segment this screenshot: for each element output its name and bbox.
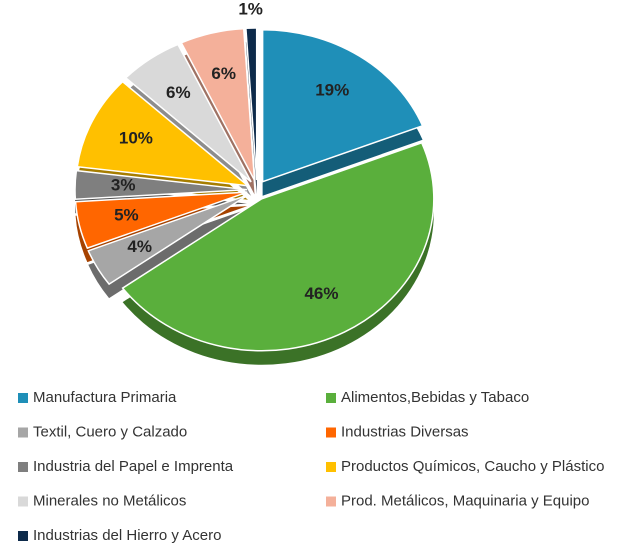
legend-swatch [326,496,336,507]
data-label: 10% [119,129,153,148]
slice [121,141,435,352]
data-label: 4% [127,237,152,256]
legend-label: Alimentos,Bebidas y Tabaco [341,389,529,406]
slice [245,27,258,181]
legend-label: Manufactura Primaria [33,389,177,406]
slice [76,80,251,187]
slice [87,194,249,286]
data-label: 46% [304,284,338,303]
legend-swatch [18,531,28,541]
data-label: 6% [211,64,236,83]
legend-label: Industrias Diversas [341,423,469,440]
legend-label: Textil, Cuero y Calzado [33,423,187,440]
slice [74,191,248,250]
slice [180,27,256,181]
slice [124,43,252,183]
legend-swatch [326,393,336,403]
data-label: 19% [315,81,349,100]
data-label: 5% [114,206,139,225]
legend-label: Productos Químicos, Caucho y Plástico [341,458,604,475]
slice [74,169,248,201]
legend-swatch [18,427,28,438]
slice [261,28,424,183]
data-label: 1% [238,0,263,18]
legend-label: Prod. Metálicos, Maquinaria y Equipo [341,492,589,509]
legend-label: Industrias del Hierro y Acero [33,527,221,543]
data-label: 6% [166,83,191,102]
legend-label: Industria del Papel e Imprenta [33,458,234,475]
legend-swatch [326,462,336,472]
legend-swatch [326,427,336,438]
slice-side [88,208,249,299]
data-label: 3% [111,176,136,195]
legend-swatch [18,393,28,403]
legend-swatch [18,462,28,472]
legend-swatch [18,496,28,507]
legend-label: Minerales no Metálicos [33,492,186,509]
